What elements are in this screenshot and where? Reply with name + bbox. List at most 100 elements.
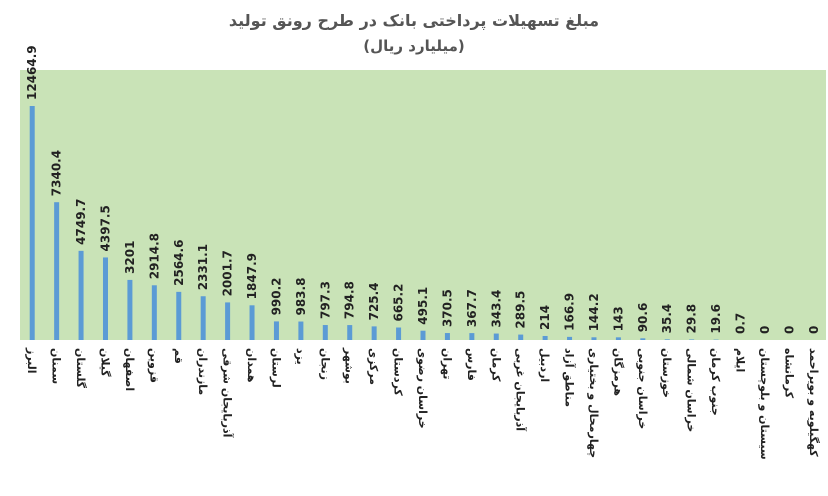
value-label-16: 665.2 — [392, 284, 406, 322]
category-label-24: چهارمحال و بختیاری — [587, 348, 600, 458]
value-label-28: 29.8 — [685, 304, 699, 334]
value-label-15: 725.4 — [367, 282, 381, 320]
value-label-22: 214 — [538, 305, 552, 330]
value-label-32: 0 — [782, 326, 796, 334]
bar-9 — [225, 302, 231, 340]
value-label-20: 343.4 — [489, 290, 503, 328]
value-label-29: 19.6 — [709, 304, 723, 334]
bar-17 — [420, 330, 426, 340]
category-label-12: یزد — [294, 348, 307, 365]
bar-7 — [176, 291, 182, 340]
bar-15 — [371, 326, 377, 340]
category-label-4: گیلان — [98, 348, 111, 377]
bar-19 — [469, 333, 475, 340]
value-label-1: 12464.9 — [25, 45, 39, 100]
value-label-31: 0 — [758, 326, 772, 334]
value-label-27: 35.4 — [660, 304, 674, 334]
value-label-4: 4397.5 — [98, 205, 112, 251]
category-label-11: لرستان — [269, 348, 282, 388]
category-label-29: جنوب کرمان — [709, 348, 722, 416]
category-label-10: همدان — [245, 348, 258, 383]
chart-title: مبلغ تسهیلات پرداختی بانک در طرح رونق تو… — [229, 11, 599, 31]
bar-10 — [249, 305, 255, 340]
value-label-11: 990.2 — [269, 277, 283, 315]
bar-24 — [591, 337, 597, 340]
bar-23 — [567, 336, 573, 340]
bar-14 — [347, 325, 353, 340]
category-label-9: آذربایجان شرقی — [221, 348, 235, 438]
bar-11 — [273, 321, 279, 340]
category-label-3: گلستان — [74, 348, 87, 389]
value-labels-group: 12464.9 7340.4 4749.7 4397.5 3201 2914.8 2564.… — [25, 45, 821, 334]
value-label-5: 3201 — [123, 241, 137, 274]
category-label-23: مناطق آزاد — [563, 348, 577, 407]
category-label-14: بوشهر — [343, 347, 356, 384]
bar-13 — [322, 325, 328, 340]
category-label-8: مازندران — [196, 348, 209, 395]
bars-group — [29, 106, 744, 340]
category-label-18: تهران — [440, 348, 453, 379]
category-label-21: آذربایجان غربی — [514, 348, 528, 431]
bar-2 — [54, 202, 60, 340]
category-label-22: اردبیل — [538, 348, 551, 382]
category-label-31: سیستان و بلوچستان — [758, 348, 771, 460]
value-label-7: 2564.6 — [172, 240, 186, 286]
category-label-25: هرمزگان — [611, 348, 624, 396]
bar-4 — [102, 257, 108, 340]
bar-6 — [151, 285, 157, 340]
category-label-27: خوزستان — [660, 348, 673, 398]
bar-26 — [640, 338, 646, 340]
bar-3 — [78, 250, 84, 340]
category-label-16: کردستان — [392, 348, 405, 396]
bar-20 — [493, 333, 499, 340]
value-label-21: 289.5 — [514, 291, 528, 329]
bar-8 — [200, 296, 206, 340]
value-label-18: 370.5 — [440, 289, 454, 327]
value-label-33: 0 — [807, 326, 821, 334]
chart-subtitle: (میلیارد ریال) — [363, 37, 464, 55]
value-label-9: 2001.7 — [221, 250, 235, 296]
bar-22 — [542, 335, 548, 340]
category-label-19: فارس — [465, 348, 478, 381]
category-label-30: ایلام — [734, 348, 747, 372]
value-label-3: 4749.7 — [74, 199, 88, 245]
value-label-14: 794.8 — [343, 281, 357, 319]
bar-28 — [689, 339, 695, 340]
value-label-19: 367.7 — [465, 289, 479, 327]
category-label-33: کهگیلویه و بویراحمد — [807, 348, 820, 457]
value-label-12: 983.8 — [294, 278, 308, 316]
value-label-6: 2914.8 — [147, 233, 161, 279]
category-label-5: اصفهان — [123, 348, 136, 391]
value-label-23: 166.9 — [563, 293, 577, 331]
value-label-10: 1847.9 — [245, 253, 259, 299]
bar-1 — [29, 106, 35, 340]
value-label-24: 144.2 — [587, 293, 601, 331]
category-label-32: کرمانشاه — [782, 348, 795, 399]
value-label-2: 7340.4 — [50, 150, 64, 196]
category-labels-group: البرز سمنان گلستان گیلان اصفهان قزوین قم مازندر… — [25, 347, 820, 460]
bar-16 — [396, 327, 402, 340]
category-label-13: زنجان — [318, 348, 331, 380]
value-label-26: 90.6 — [636, 303, 650, 333]
bar-21 — [518, 334, 524, 340]
bar-18 — [444, 333, 450, 340]
category-label-6: قزوین — [147, 348, 160, 383]
value-label-13: 797.3 — [318, 281, 332, 319]
value-label-25: 143 — [611, 306, 625, 331]
category-label-7: قم — [172, 348, 185, 364]
value-label-8: 2331.1 — [196, 244, 210, 290]
category-label-1: البرز — [25, 347, 38, 374]
category-label-20: کرمان — [489, 348, 502, 382]
category-label-17: خراسان رضوی — [416, 348, 429, 429]
bar-5 — [127, 279, 133, 340]
category-label-15: مرکزی — [367, 348, 380, 385]
bar-25 — [615, 337, 621, 340]
category-label-28: خراسان شمالی — [685, 348, 698, 432]
category-label-2: سمنان — [50, 348, 63, 384]
value-label-30: 0.7 — [734, 313, 748, 334]
bar-27 — [664, 339, 670, 340]
value-label-17: 495.1 — [416, 287, 430, 325]
bar-12 — [298, 321, 304, 340]
category-label-26: خراسان جنوبی — [636, 348, 649, 429]
